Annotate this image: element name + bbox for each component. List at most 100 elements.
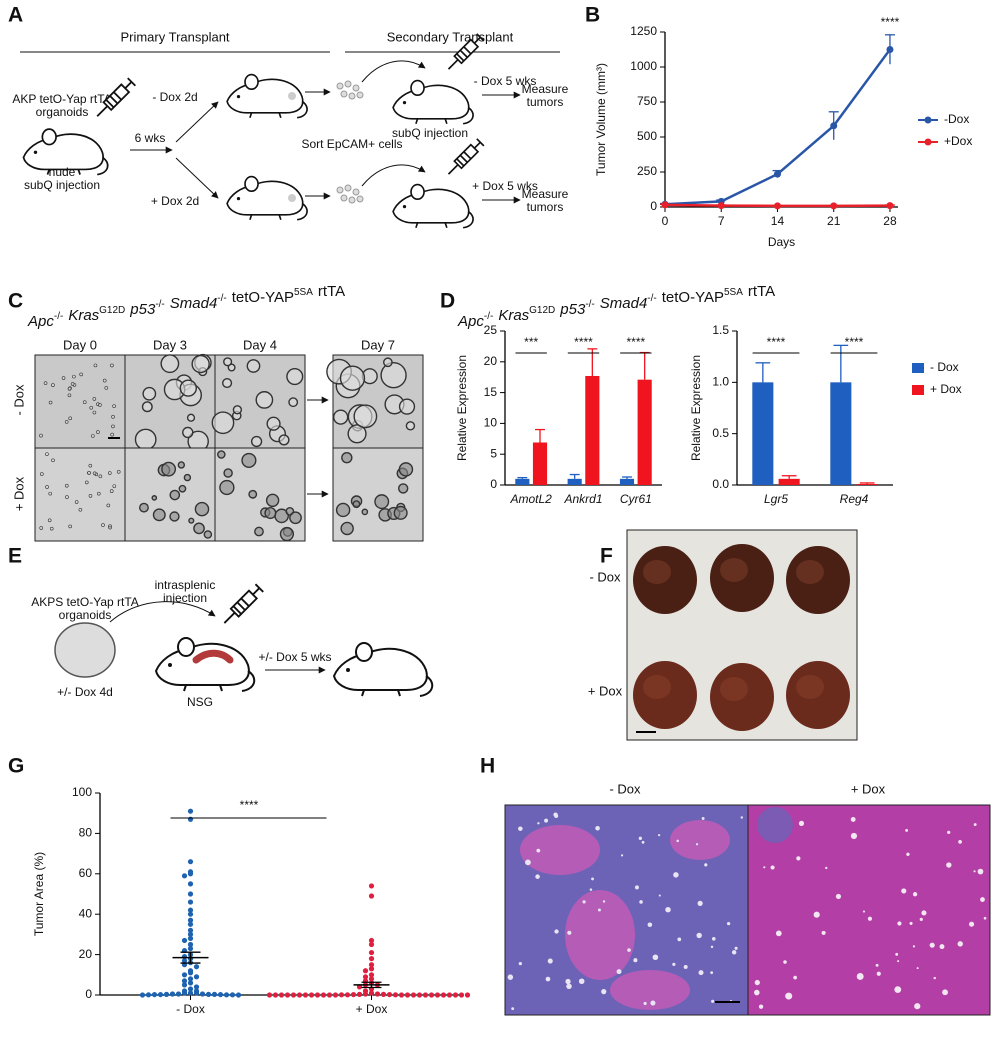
label: 6 wks bbox=[135, 131, 166, 145]
point bbox=[199, 991, 206, 997]
gland bbox=[704, 863, 708, 867]
organoid bbox=[288, 397, 299, 408]
label: organoids bbox=[36, 105, 89, 119]
point bbox=[886, 202, 894, 210]
point bbox=[187, 970, 194, 976]
organoid bbox=[61, 376, 66, 380]
label: + Dox 2d bbox=[151, 194, 199, 208]
organoid bbox=[97, 491, 101, 496]
annotation: **** bbox=[574, 335, 593, 349]
point bbox=[368, 949, 375, 956]
gland bbox=[601, 989, 607, 995]
label: nude bbox=[49, 165, 76, 179]
vessel bbox=[912, 945, 916, 948]
y-axis-label: Tumor Area (%) bbox=[32, 852, 46, 936]
point bbox=[368, 941, 375, 948]
gland bbox=[591, 877, 594, 881]
legend-marker bbox=[924, 116, 932, 124]
liver-lobe bbox=[643, 675, 671, 699]
liver-photo bbox=[626, 529, 858, 741]
superscript: G12D bbox=[529, 305, 555, 316]
organoid bbox=[72, 374, 76, 379]
organoid bbox=[47, 518, 52, 523]
point bbox=[344, 992, 351, 998]
point bbox=[187, 899, 194, 905]
vessel bbox=[980, 897, 985, 902]
point bbox=[362, 991, 369, 997]
label: organoids bbox=[59, 608, 112, 622]
organoid bbox=[347, 424, 367, 444]
point bbox=[181, 990, 188, 996]
organoid bbox=[352, 500, 361, 509]
organoid bbox=[64, 483, 69, 488]
vessel bbox=[785, 992, 793, 1000]
point bbox=[187, 945, 194, 952]
organoid bbox=[74, 500, 79, 504]
organoid bbox=[203, 530, 213, 539]
vessel bbox=[850, 817, 856, 822]
x-tick-label: Lgr5 bbox=[764, 492, 788, 506]
organoid bbox=[88, 463, 93, 468]
point bbox=[187, 935, 194, 942]
gland bbox=[544, 818, 549, 823]
vessel bbox=[775, 930, 782, 937]
organoid bbox=[45, 485, 49, 489]
gland bbox=[695, 843, 699, 846]
organoid bbox=[152, 508, 166, 522]
legend-label: + Dox bbox=[930, 382, 962, 396]
organoid bbox=[169, 489, 181, 501]
label: subQ injection bbox=[24, 178, 100, 192]
gene: p53 bbox=[559, 301, 586, 318]
bar bbox=[532, 442, 548, 485]
mouse bbox=[392, 183, 474, 229]
gland bbox=[639, 900, 643, 904]
necrosis bbox=[610, 970, 690, 1010]
vessel bbox=[897, 960, 900, 963]
row-label: - Dox bbox=[11, 384, 26, 416]
organoid bbox=[45, 452, 49, 456]
necrosis bbox=[520, 825, 600, 875]
point bbox=[446, 992, 453, 998]
bar bbox=[637, 379, 652, 485]
vessel bbox=[983, 916, 987, 920]
point bbox=[187, 980, 194, 986]
organoid bbox=[248, 489, 258, 499]
organoid bbox=[286, 368, 304, 386]
gene: Apc bbox=[27, 313, 54, 330]
point bbox=[398, 992, 405, 998]
point bbox=[326, 992, 333, 998]
y-tick-label: 25 bbox=[484, 323, 498, 337]
vessel bbox=[754, 979, 760, 986]
vessel bbox=[901, 888, 907, 894]
organoid bbox=[266, 416, 281, 431]
gene: Apc bbox=[457, 313, 484, 330]
point bbox=[235, 992, 242, 998]
organoid bbox=[341, 451, 353, 464]
point bbox=[368, 976, 375, 982]
organoid bbox=[98, 403, 102, 407]
organoid bbox=[142, 386, 157, 401]
vessel bbox=[754, 989, 760, 996]
gene: Smad4 bbox=[170, 295, 218, 312]
superscript: -/- bbox=[217, 293, 226, 304]
organoid bbox=[110, 432, 114, 437]
micrograph bbox=[214, 447, 306, 542]
point bbox=[187, 816, 194, 822]
superscript: -/- bbox=[647, 293, 656, 304]
x-tick-label: - Dox bbox=[176, 1002, 205, 1016]
point bbox=[187, 911, 194, 917]
vessel bbox=[906, 852, 910, 856]
organoid bbox=[397, 483, 409, 494]
vessel bbox=[895, 952, 899, 956]
organoid bbox=[68, 524, 72, 529]
organoid bbox=[48, 491, 53, 496]
gland bbox=[698, 970, 704, 976]
histology bbox=[504, 804, 991, 1016]
point bbox=[392, 992, 399, 998]
gland bbox=[511, 1007, 515, 1011]
gland bbox=[582, 900, 586, 904]
organoid bbox=[116, 470, 121, 474]
point bbox=[187, 941, 194, 948]
point bbox=[830, 202, 838, 210]
